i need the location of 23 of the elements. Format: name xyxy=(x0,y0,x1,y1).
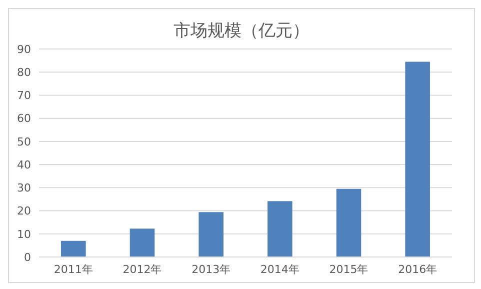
y-tick-label: 30 xyxy=(17,182,31,195)
bar xyxy=(61,240,86,257)
y-tick-label: 40 xyxy=(17,158,31,172)
x-tick-label: 2014年 xyxy=(260,262,300,276)
x-tick-label: 2012年 xyxy=(122,262,162,276)
y-tick-label: 50 xyxy=(17,135,31,148)
bar xyxy=(336,188,362,257)
y-tick-label: 0 xyxy=(24,250,31,264)
x-tick-label: 2013年 xyxy=(192,262,231,276)
bar xyxy=(268,201,292,257)
y-tick-label: 60 xyxy=(17,112,31,126)
bar xyxy=(198,212,224,257)
y-tick-label: 80 xyxy=(17,66,31,80)
bar xyxy=(405,62,430,257)
y-tick-label: 20 xyxy=(17,204,31,218)
chart-title: 市场规模（亿元） xyxy=(172,20,310,43)
x-tick-label: 2016年 xyxy=(398,262,438,276)
x-tick-label: 2015年 xyxy=(329,262,368,276)
y-tick-label: 70 xyxy=(17,89,31,102)
y-tick-label: 10 xyxy=(17,228,31,241)
bar xyxy=(130,228,155,257)
y-tick-label: 90 xyxy=(17,42,31,56)
x-tick-label: 2011年 xyxy=(54,262,93,276)
